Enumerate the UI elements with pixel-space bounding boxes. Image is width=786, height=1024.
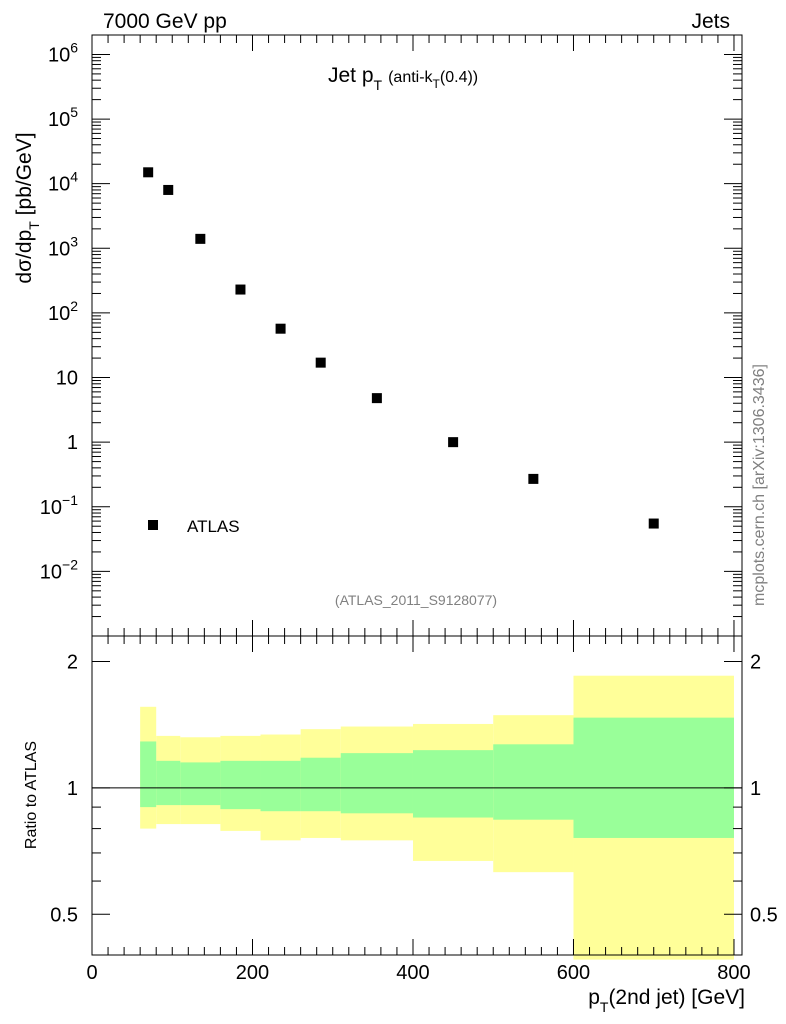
y-tick-label-left: 0.5 bbox=[50, 904, 78, 926]
title-detail-sub: T bbox=[433, 77, 441, 91]
title-detail: (anti-k bbox=[388, 69, 433, 86]
data-point bbox=[275, 323, 286, 334]
y-tick-label-right: 0.5 bbox=[750, 904, 778, 926]
uncertainty-band-bin bbox=[573, 717, 734, 838]
main-x-ticks bbox=[91, 35, 735, 636]
x-tick-label: 800 bbox=[717, 962, 750, 984]
legend-label-atlas: ATLAS bbox=[187, 517, 240, 536]
y-tick-label: 1 bbox=[67, 432, 78, 454]
main-plot-frame bbox=[91, 34, 743, 637]
data-point bbox=[195, 233, 206, 244]
ratio-y-axis-label: Ratio to ATLAS bbox=[23, 741, 40, 849]
y-tick-label: 102 bbox=[48, 298, 78, 325]
x-tick-label: 0 bbox=[86, 962, 97, 984]
y-tick-label-left: 1 bbox=[67, 778, 78, 800]
uncertainty-band-bin bbox=[260, 760, 301, 812]
data-point bbox=[528, 473, 539, 484]
y-tick-label: 10 bbox=[56, 368, 78, 390]
data-points bbox=[143, 167, 659, 529]
uncertainty-band-bin bbox=[493, 744, 574, 820]
uncertainty-band-bin bbox=[180, 762, 221, 806]
data-point bbox=[163, 184, 174, 195]
uncertainty-band-bin bbox=[412, 750, 494, 818]
y-tick-label-right: 1 bbox=[750, 778, 761, 800]
uncertainty-band-bin bbox=[220, 760, 261, 810]
data-point bbox=[648, 518, 659, 529]
y-tick-label-right: 2 bbox=[750, 651, 761, 673]
data-point bbox=[143, 167, 154, 178]
y-tick-label: 103 bbox=[48, 233, 78, 260]
ratio-bands bbox=[140, 675, 734, 960]
plot-title: Jet pT (anti-kT(0.4)) bbox=[328, 64, 478, 93]
main-y-axis-label: dσ/dpT [pb/GeV] bbox=[13, 132, 42, 283]
source-label: mcplots.cern.ch [arXiv:1306.3436] bbox=[751, 364, 768, 606]
data-point bbox=[448, 437, 459, 448]
x-tick-label: 400 bbox=[396, 962, 429, 984]
y-tick-label: 10−2 bbox=[40, 556, 78, 583]
legend-marker-atlas bbox=[148, 520, 158, 530]
y-tick-label: 10−1 bbox=[40, 492, 78, 519]
uncertainty-band-bin bbox=[300, 757, 341, 812]
x-axis-label: pT(2nd jet) [GeV] bbox=[588, 986, 745, 1015]
y-tick-label: 106 bbox=[48, 39, 78, 66]
energy-label: 7000 GeV pp bbox=[103, 10, 227, 33]
x-tick-label: 200 bbox=[236, 962, 269, 984]
title-main: Jet p bbox=[328, 64, 374, 87]
data-point bbox=[235, 284, 246, 295]
analysis-label: (ATLAS_2011_S9128077) bbox=[335, 592, 497, 608]
y-tick-label: 105 bbox=[48, 104, 78, 131]
ratio-y-ticks: 0.5 0.5 1 1 2 2 bbox=[50, 651, 778, 956]
uncertainty-band-bin bbox=[140, 741, 157, 808]
ratio-plot-frame bbox=[91, 635, 743, 956]
title-main-sub: T bbox=[374, 77, 383, 93]
category-label: Jets bbox=[691, 10, 730, 33]
data-point bbox=[371, 393, 382, 404]
uncertainty-band-bin bbox=[340, 753, 413, 814]
y-tick-label: 104 bbox=[48, 169, 78, 196]
uncertainty-band-bin bbox=[156, 760, 181, 806]
x-tick-label: 600 bbox=[557, 962, 590, 984]
ratio-x-ticks: 0 200 400 600 800 bbox=[86, 636, 751, 984]
y-tick-label-left: 2 bbox=[67, 651, 78, 673]
title-detail-end: (0.4)) bbox=[440, 69, 478, 86]
data-point bbox=[315, 357, 326, 368]
